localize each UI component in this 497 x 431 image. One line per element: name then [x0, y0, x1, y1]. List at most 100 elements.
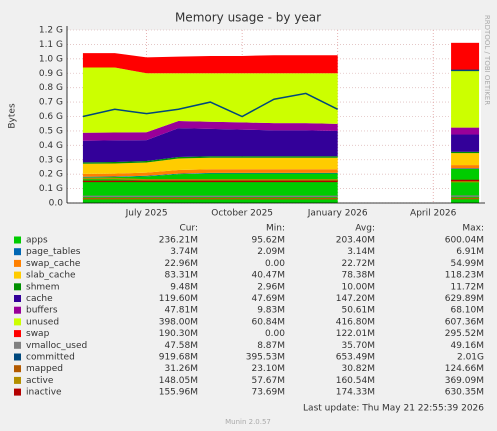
legend-entry: swap_cache	[26, 259, 81, 269]
y-tick-label: 0.1 G	[39, 184, 63, 194]
legend-stat: 83.31M	[164, 271, 198, 281]
legend-stat: 155.96M	[159, 388, 198, 398]
legend-stat: 3.74M	[170, 247, 198, 257]
legend-stat: 174.33M	[336, 388, 375, 398]
legend-stat: 147.20M	[336, 294, 375, 304]
y-tick-label: 0.3 G	[39, 155, 63, 165]
legend-stat: 47.69M	[251, 294, 285, 304]
legend-stat: 119.60M	[159, 294, 198, 304]
legend-stat: 60.84M	[251, 317, 285, 327]
legend-header: Cur:	[179, 224, 198, 234]
version: Munin 2.0.57	[225, 418, 271, 426]
y-tick-label: 0.0	[49, 199, 64, 209]
legend-entry: slab_cache	[26, 271, 76, 281]
y-tick-label: 0.4 G	[39, 141, 63, 151]
legend-stat: 607.36M	[445, 317, 484, 327]
legend-stat: 10.00M	[341, 282, 375, 292]
legend-stat: 22.72M	[341, 259, 375, 269]
area	[451, 168, 480, 169]
y-tick-label: 0.8 G	[39, 83, 63, 93]
legend-entry: apps	[26, 236, 48, 246]
legend-swatch	[14, 283, 21, 291]
line	[82, 177, 338, 181]
legend-stat: 398.00M	[159, 317, 198, 327]
legend-stat: 118.23M	[445, 271, 484, 281]
legend-stat: 416.80M	[336, 317, 375, 327]
area	[451, 153, 480, 166]
legend-stat: 630.35M	[445, 388, 484, 398]
last-update: Last update: Thu May 21 22:55:39 2026	[303, 404, 484, 414]
legend-swatch	[14, 318, 21, 326]
legend-swatch	[14, 248, 21, 256]
legend-stat: 190.30M	[159, 329, 198, 339]
y-tick-label: 0.9 G	[39, 69, 63, 79]
y-tick-label: 1.1 G	[39, 40, 63, 50]
area	[451, 42, 480, 71]
legend-swatch	[14, 353, 21, 361]
legend-stat: 8.87M	[257, 341, 285, 351]
legend-stat: 629.89M	[445, 294, 484, 304]
legend-swatch	[14, 236, 21, 244]
area	[82, 120, 338, 141]
legend-swatch	[14, 259, 21, 267]
legend-stat: 40.47M	[251, 271, 285, 281]
area	[451, 165, 480, 169]
area	[82, 172, 338, 178]
legend-entry: mapped	[26, 364, 63, 374]
area	[82, 53, 338, 74]
legend-swatch	[14, 365, 21, 373]
area	[82, 128, 338, 163]
legend-stat: 295.52M	[445, 329, 484, 339]
legend-stat: 54.99M	[450, 259, 484, 269]
x-tick-label: July 2025	[125, 209, 168, 219]
legend-swatch	[14, 306, 21, 314]
legend-stat: 95.62M	[251, 236, 285, 246]
legend-stat: 47.81M	[164, 306, 198, 316]
y-tick-label: 0.6 G	[39, 112, 63, 122]
legend-stat: 148.05M	[159, 376, 198, 386]
legend-stat: 2.96M	[257, 282, 285, 292]
legend-stat: 0.00	[265, 329, 285, 339]
legend-stat: 9.83M	[257, 306, 285, 316]
legend-stat: 2.09M	[257, 247, 285, 257]
area	[82, 169, 338, 177]
area	[451, 168, 480, 203]
legend-stat: 73.69M	[251, 388, 285, 398]
legend-stat: 50.61M	[341, 306, 375, 316]
legend-swatch	[14, 271, 21, 279]
legend-stat: 2.01G	[457, 353, 484, 363]
x-tick-label: January 2026	[307, 209, 368, 219]
legend-stat: 47.58M	[164, 341, 198, 351]
area	[451, 151, 480, 154]
legend-header: Avg:	[355, 224, 375, 234]
area	[82, 156, 338, 164]
side-text: RRDTOOL / TOBI OETIKER	[483, 15, 491, 105]
legend-stat: 600.04M	[445, 236, 484, 246]
legend-entry: swap	[26, 329, 50, 339]
legend-stat: 9.48M	[170, 282, 198, 292]
area	[451, 70, 480, 128]
legend-stat: 0.00	[265, 259, 285, 269]
legend-stat: 3.14M	[347, 247, 375, 257]
legend-swatch	[14, 295, 21, 302]
legend-entry: committed	[26, 353, 75, 363]
chart-title: Memory usage - by year	[175, 11, 321, 25]
legend-stat: 6.91M	[456, 247, 484, 257]
legend-stat: 31.26M	[164, 364, 198, 374]
x-tick-label: April 2026	[410, 209, 457, 219]
y-tick-label: 0.2 G	[39, 170, 63, 180]
area	[82, 157, 338, 174]
y-axis-label: Bytes	[8, 103, 18, 129]
y-tick-label: 1.2 G	[39, 26, 63, 36]
legend-entry: buffers	[26, 306, 58, 316]
legend-swatch	[14, 376, 21, 384]
y-tick-label: 1.0 G	[39, 54, 63, 64]
legend-stat: 11.72M	[450, 282, 484, 292]
legend-entry: vmalloc_used	[26, 341, 87, 351]
area	[451, 134, 480, 152]
legend-header: Max:	[462, 224, 484, 234]
legend-swatch	[14, 341, 21, 349]
legend-entry: shmem	[26, 282, 59, 292]
legend-stat: 653.49M	[336, 353, 375, 363]
